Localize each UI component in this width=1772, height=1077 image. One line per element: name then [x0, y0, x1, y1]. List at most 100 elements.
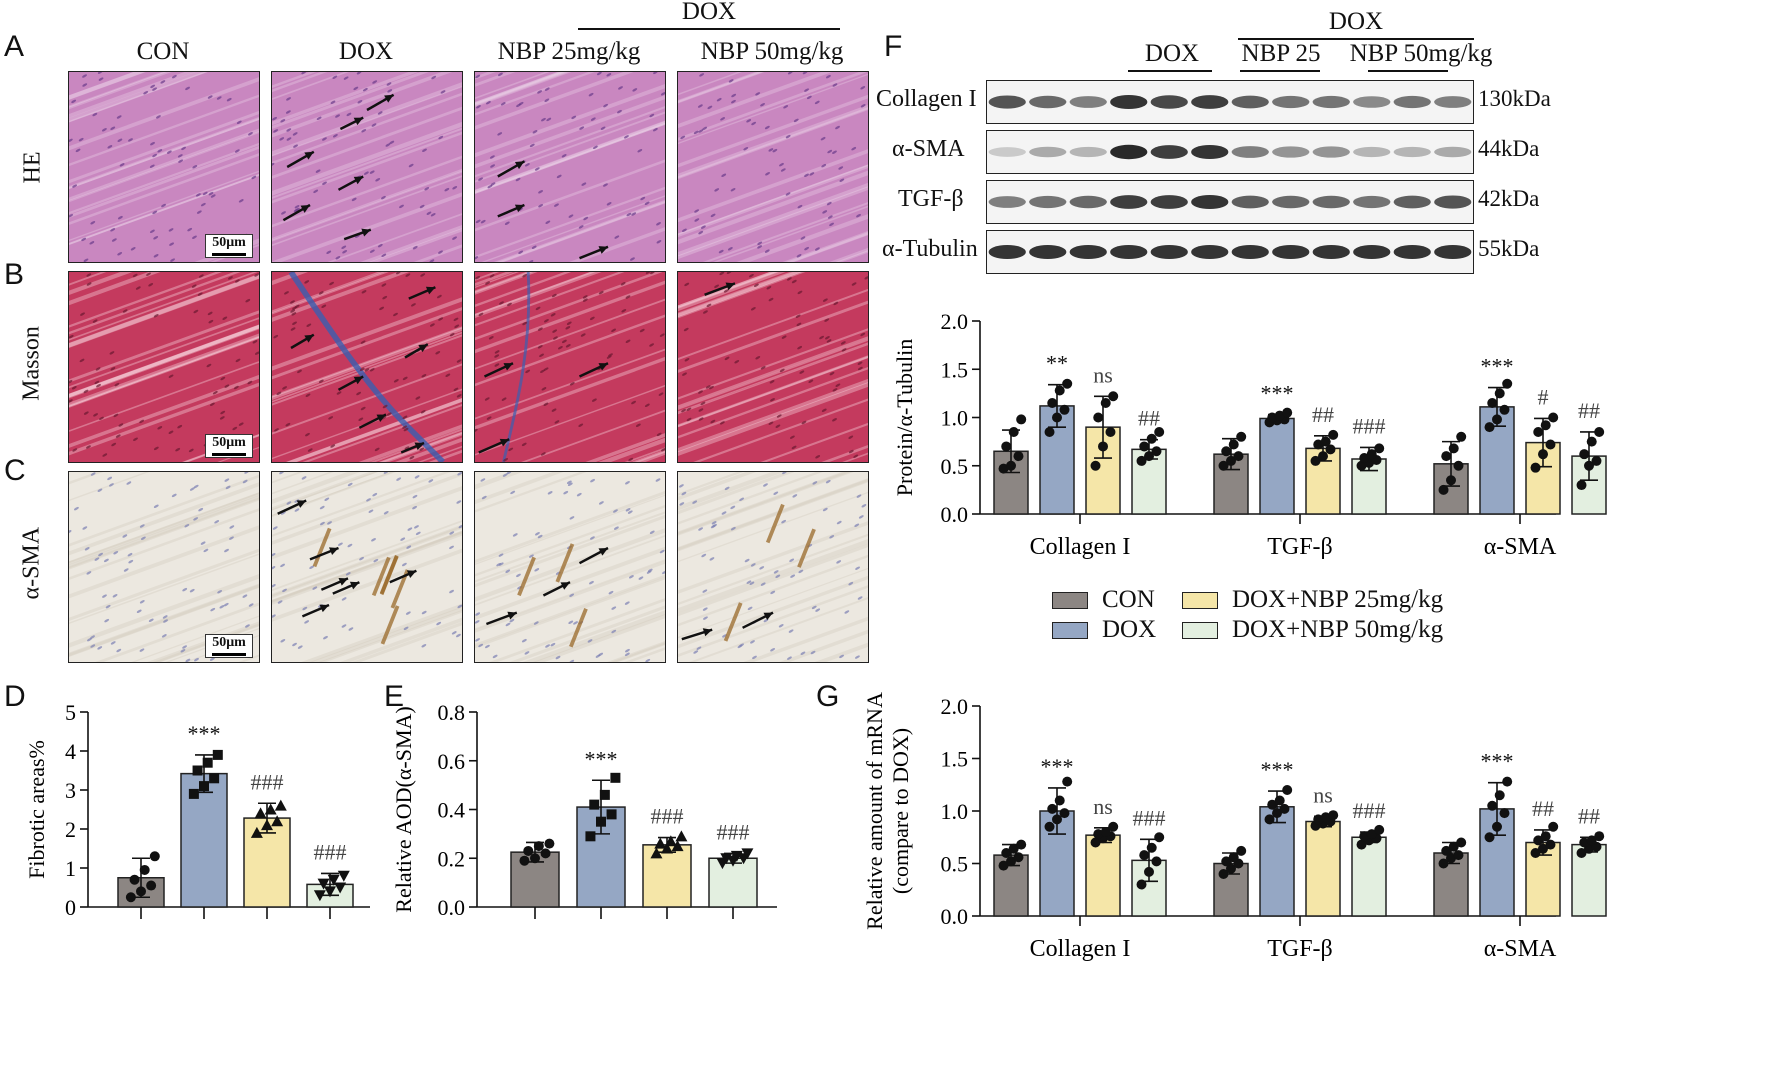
- cell-nucleus: [838, 166, 844, 170]
- wb-band: [1434, 96, 1472, 108]
- scale-bar: 50μm: [205, 434, 253, 458]
- cell-nucleus: [244, 472, 250, 474]
- cell-nucleus: [206, 363, 212, 368]
- data-point: [1328, 810, 1339, 821]
- wb-kda-label: 44kDa: [1478, 136, 1540, 161]
- wb-band-label: α-SMA: [892, 136, 965, 162]
- cell-nucleus: [157, 149, 163, 153]
- cell-nucleus: [293, 144, 298, 148]
- cell-nucleus: [682, 228, 687, 232]
- cell-nucleus: [279, 472, 284, 475]
- cell-nucleus: [829, 222, 834, 227]
- tissue-fiber: [272, 472, 304, 484]
- cell-nucleus: [781, 335, 787, 339]
- tissue-fiber: [285, 397, 462, 462]
- cell-nucleus: [851, 282, 857, 286]
- cell-nucleus: [78, 137, 84, 142]
- cell-nucleus: [645, 272, 651, 274]
- tissue-fiber: [678, 543, 868, 617]
- chart-E-svg: 0.0 0.2 0.4 0.6 0.8 Relative AOD(α-SMA) *** ###…: [391, 700, 777, 920]
- cell-nucleus: [573, 621, 578, 625]
- wb-band: [1393, 146, 1431, 158]
- tissue-fiber: [475, 528, 665, 602]
- y-tick-label: 0.0: [438, 895, 466, 920]
- data-point: [1093, 412, 1104, 423]
- annotation-arrow: [337, 375, 364, 391]
- cell-nucleus: [248, 132, 253, 136]
- tissue-fiber: [475, 84, 665, 158]
- tissue-fiber: [475, 272, 520, 289]
- cell-nucleus: [835, 125, 840, 130]
- cell-nucleus: [383, 472, 389, 474]
- cell-nucleus: [686, 407, 692, 411]
- data-point: [1144, 866, 1154, 877]
- tissue-fiber: [69, 317, 259, 389]
- cell-nucleus: [193, 309, 199, 314]
- cell-nucleus: [611, 629, 617, 634]
- tissue-fiber: [272, 175, 462, 247]
- cell-nucleus: [69, 530, 72, 534]
- cell-nucleus: [196, 193, 201, 197]
- tissue-fiber: [272, 131, 462, 204]
- cell-nucleus: [546, 117, 552, 122]
- cell-nucleus: [757, 245, 762, 249]
- tissue-fiber: [69, 508, 259, 581]
- histology-panel: [677, 471, 869, 663]
- cell-nucleus: [97, 646, 103, 650]
- cell-nucleus: [727, 247, 733, 251]
- data-point: [1146, 842, 1157, 853]
- data-point: [146, 880, 157, 891]
- cell-nucleus: [705, 385, 711, 389]
- cell-nucleus: [326, 250, 332, 254]
- cell-nucleus: [272, 116, 277, 121]
- tissue-fiber: [95, 602, 259, 662]
- cell-nucleus: [589, 581, 594, 585]
- tissue-fiber: [760, 422, 868, 462]
- tissue-fiber: [475, 356, 665, 430]
- cell-nucleus: [324, 497, 330, 501]
- cell-nucleus: [315, 169, 321, 173]
- asma-staining: [723, 602, 743, 642]
- data-point: [1453, 460, 1464, 471]
- cell-nucleus: [772, 148, 778, 153]
- tissue-fiber: [678, 472, 744, 496]
- cell-nucleus: [827, 149, 833, 154]
- cell-nucleus: [590, 536, 595, 540]
- cell-nucleus: [80, 312, 85, 316]
- tissue-fiber: [678, 378, 868, 453]
- tissue-texture: [678, 72, 868, 262]
- cell-nucleus: [579, 126, 585, 130]
- data-point: [585, 831, 596, 842]
- wb-band: [1069, 244, 1107, 260]
- tissue-fiber: [785, 232, 868, 262]
- cell-nucleus: [422, 148, 427, 152]
- cell-nucleus: [799, 370, 805, 374]
- wb-kda-label: 130kDa: [1478, 86, 1551, 111]
- cell-nucleus: [770, 648, 775, 652]
- tissue-texture: [272, 472, 462, 662]
- cell-nucleus: [274, 428, 279, 432]
- cell-nucleus: [791, 279, 797, 284]
- legend-item-dox: DOX: [1052, 616, 1156, 644]
- cell-nucleus: [864, 276, 868, 280]
- cell-nucleus: [606, 202, 612, 206]
- cell-nucleus: [238, 199, 244, 203]
- cell-nucleus: [393, 312, 398, 317]
- annotation-arrow: [578, 546, 609, 565]
- tissue-fiber: [475, 472, 564, 505]
- wb-band: [1231, 95, 1269, 109]
- annotation-arrow: [579, 245, 609, 260]
- scale-bar-line: [212, 453, 246, 456]
- significance-label: ***: [1481, 354, 1514, 379]
- data-point: [1484, 832, 1495, 843]
- cell-nucleus: [139, 419, 145, 424]
- cell-nucleus: [301, 476, 307, 480]
- cell-nucleus: [739, 643, 744, 647]
- cell-nucleus: [83, 389, 89, 394]
- data-point: [1494, 790, 1505, 801]
- cell-nucleus: [273, 129, 279, 133]
- cell-nucleus: [543, 367, 549, 371]
- data-point: [1136, 455, 1147, 466]
- tissue-fiber: [69, 310, 259, 383]
- cell-nucleus: [768, 421, 774, 425]
